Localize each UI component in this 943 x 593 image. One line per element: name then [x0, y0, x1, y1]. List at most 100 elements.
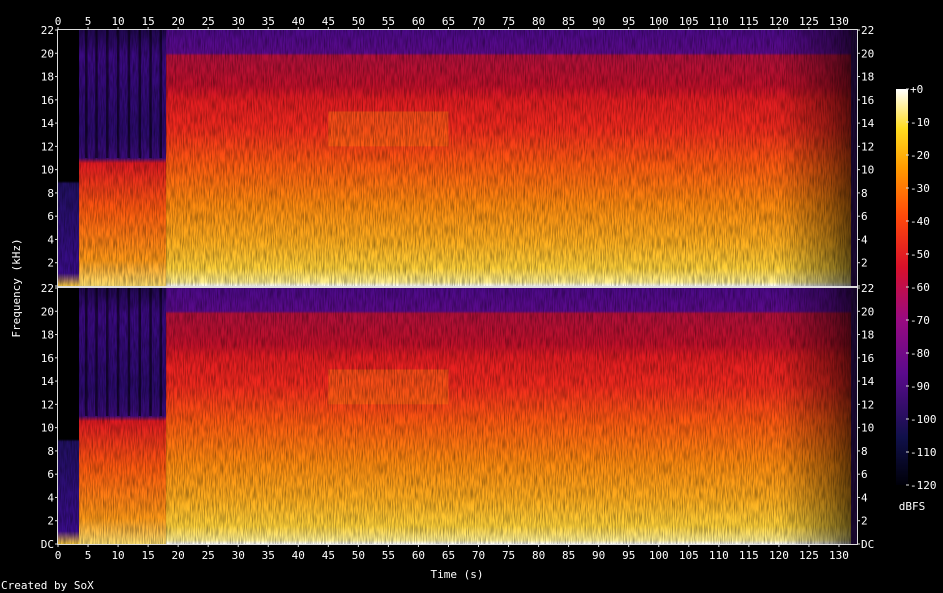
channel-panel-1	[57, 29, 858, 287]
y-axis-label: Frequency (kHz)	[10, 238, 23, 337]
colorbar-tick-label: -90	[910, 380, 930, 393]
colorbar-tick-label: -110	[910, 446, 937, 459]
x-tick-label-top: 45	[322, 15, 335, 28]
x-tick-label-bottom: 0	[55, 549, 62, 562]
colorbar: +0 -10 -20 -30 -40 -50 -60 -70 -80 -90 -100 -110 -12…	[896, 83, 937, 513]
y-tick-label: 16	[861, 352, 874, 365]
x-tick-label-top: 115	[739, 15, 759, 28]
colorbar-tick-label: -60	[910, 281, 930, 294]
channel-panel-2	[57, 287, 858, 545]
x-tick-label-bottom: 45	[322, 549, 335, 562]
x-tick-label-top: 60	[412, 15, 425, 28]
panel-frame	[57, 29, 858, 287]
x-tick-label-bottom: 30	[232, 549, 245, 562]
y-tick-label: 6	[47, 210, 54, 223]
x-tick-label-top: 35	[262, 15, 275, 28]
x-tick-label-bottom: 130	[829, 549, 849, 562]
x-tick-label-top: 55	[382, 15, 395, 28]
colorbar-gradient	[896, 89, 908, 485]
y-tick-label: 12	[41, 398, 54, 411]
x-tick-label-top: 50	[352, 15, 365, 28]
y-tick-label: 6	[861, 210, 868, 223]
y-tick-label: 22	[41, 282, 54, 295]
colorbar-tick-label: -80	[910, 347, 930, 360]
x-tick-label-bottom: 95	[622, 549, 635, 562]
panel-frame	[57, 287, 858, 545]
x-tick-label-bottom: 40	[292, 549, 305, 562]
y-tick-label: 14	[861, 375, 875, 388]
y-tick-label: 20	[41, 305, 54, 318]
x-tick-label-top: 100	[649, 15, 669, 28]
y-tick-label: 2	[861, 257, 868, 270]
x-tick-label-top: 30	[232, 15, 245, 28]
x-tick-label-bottom: 65	[442, 549, 455, 562]
x-tick-label-bottom: 70	[472, 549, 485, 562]
y-tick-label: 4	[47, 233, 54, 246]
y-tick-label: 22	[861, 282, 874, 295]
x-tick-label-bottom: 100	[649, 549, 669, 562]
colorbar-tick-label: -30	[910, 182, 930, 195]
y-tick-label: 10	[861, 164, 874, 177]
x-tick-label-top: 65	[442, 15, 455, 28]
y-tick-label: 22	[861, 24, 874, 37]
y-tick-label: 18	[861, 329, 874, 342]
x-tick-label-top: 120	[769, 15, 789, 28]
footer-credit: Created by SoX	[1, 579, 94, 592]
x-tick-label-bottom: 55	[382, 549, 395, 562]
colorbar-tick-label: -120	[910, 479, 937, 492]
y-tick-label: 10	[41, 164, 54, 177]
x-tick-label-bottom: 110	[709, 549, 729, 562]
y-tick-label: 8	[47, 187, 54, 200]
y-tick-label: 16	[861, 94, 874, 107]
colorbar-tick-label: -40	[910, 215, 930, 228]
x-tick-label-top: 75	[502, 15, 515, 28]
x-tick-label-top: 70	[472, 15, 485, 28]
y-tick-label: 8	[861, 445, 868, 458]
colorbar-tick-label: +0	[910, 83, 923, 96]
x-tick-label-top: 95	[622, 15, 635, 28]
x-tick-label-top: 20	[172, 15, 185, 28]
y-tick-label: 2	[47, 515, 54, 528]
x-tick-label-bottom: 115	[739, 549, 759, 562]
x-tick-label-top: 85	[562, 15, 575, 28]
y-tick-label: 6	[861, 468, 868, 481]
x-tick-label-bottom: 35	[262, 549, 275, 562]
x-tick-label-top: 15	[141, 15, 154, 28]
y-tick-label: 4	[47, 491, 54, 504]
y-tick-label: 8	[47, 445, 54, 458]
y-tick-label: 10	[861, 422, 874, 435]
x-tick-label-bottom: 60	[412, 549, 425, 562]
x-tick-label-bottom: 105	[679, 549, 699, 562]
y-tick-label: 20	[41, 47, 54, 60]
x-tick-label-bottom: 85	[562, 549, 575, 562]
colorbar-tick-label: -70	[910, 314, 930, 327]
x-tick-label-top: 125	[799, 15, 819, 28]
x-axis-label: Time (s)	[431, 568, 484, 581]
y-tick-label: 14	[41, 375, 55, 388]
x-tick-label-top: 5	[85, 15, 92, 28]
x-tick-label-top: 10	[111, 15, 124, 28]
y-tick-label: DC	[861, 538, 874, 551]
y-tick-label: 12	[861, 140, 874, 153]
colorbar-tick-label: -20	[910, 149, 930, 162]
y-tick-label: 18	[861, 71, 874, 84]
y-tick-label: 10	[41, 422, 54, 435]
x-tick-label-bottom: 75	[502, 549, 515, 562]
colorbar-label: dBFS	[899, 500, 926, 513]
x-tick-label-bottom: 90	[592, 549, 605, 562]
x-tick-label-bottom: 5	[85, 549, 92, 562]
spectrum-texture	[58, 30, 857, 286]
y-tick-label: 18	[41, 71, 54, 84]
y-tick-label: 2	[47, 257, 54, 270]
spectrum-texture	[58, 288, 857, 544]
y-tick-label: 14	[861, 117, 875, 130]
colorbar-tick-label: -100	[910, 413, 937, 426]
y-tick-label: 16	[41, 94, 54, 107]
x-tick-label-bottom: 50	[352, 549, 365, 562]
y-tick-label: 12	[41, 140, 54, 153]
x-tick-label-top: 40	[292, 15, 305, 28]
y-tick-label: 14	[41, 117, 55, 130]
x-tick-label-top: 80	[532, 15, 545, 28]
